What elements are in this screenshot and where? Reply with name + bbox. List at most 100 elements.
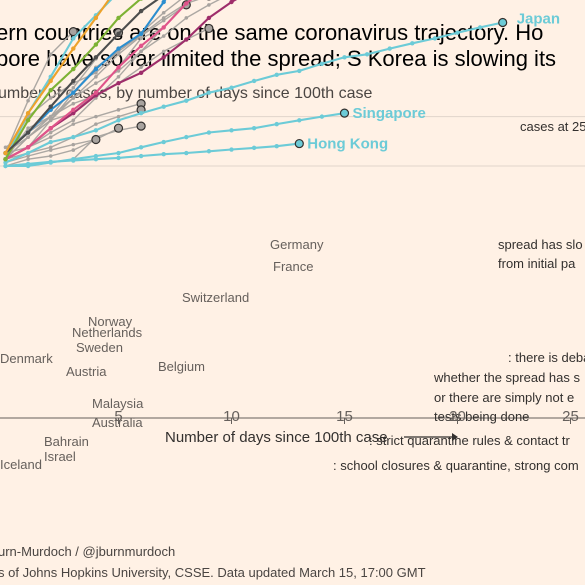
data-point-israel-2 (48, 154, 53, 158)
data-point-singapore-8 (184, 134, 189, 140)
data-point-uk-3 (71, 110, 76, 116)
data-point-us-3 (71, 107, 76, 113)
end-marker-belgium (204, 23, 214, 34)
data-point-denmark-1 (26, 98, 30, 103)
data-point-japan-4 (93, 128, 99, 133)
data-point-japan-5 (116, 118, 121, 123)
data-point-singapore-13 (297, 118, 302, 123)
data-point-germany-5 (116, 74, 121, 79)
data-point-italy-5 (116, 31, 121, 36)
data-point-austria-1 (26, 135, 30, 139)
data-point-switzerland-2 (48, 96, 53, 100)
end-marker-bahrain (136, 121, 146, 131)
data-point-austria-2 (48, 114, 53, 119)
data-point-israel-3 (71, 148, 76, 152)
grey-label-israel: Israel (44, 449, 76, 464)
data-point-uk-9 (206, 15, 212, 21)
data-point-japan-13 (297, 68, 302, 74)
grey-label-australia: Australia (92, 415, 143, 430)
data-point-germany-3 (71, 118, 76, 123)
data-point-sweden-5 (116, 52, 121, 57)
data-point-malaysia-5 (116, 108, 121, 112)
data-point-japan-21 (477, 25, 483, 30)
data-point-japan-8 (184, 98, 189, 103)
data-point-australia-4 (94, 122, 98, 126)
data-point-japan-15 (342, 55, 347, 60)
grey-label-switzerland: Switzerland (182, 290, 249, 305)
grey-label-france: France (273, 259, 313, 274)
data-point-iran-3 (71, 66, 76, 72)
series-line-spain (4, 0, 167, 155)
data-point-singapore-10 (229, 128, 234, 133)
end-marker-singapore (339, 108, 350, 118)
data-point-iceland-2 (48, 148, 53, 152)
data-point-italy-2 (48, 104, 53, 109)
data-point-netherlands-8 (184, 16, 189, 20)
data-point-singapore-2 (48, 160, 53, 165)
grey-label-netherlands: Netherlands (72, 325, 143, 340)
data-point-iran-6 (139, 0, 143, 1)
data-point-belgium-3 (71, 101, 76, 106)
data-point-s-korea-3 (71, 36, 76, 41)
data-point-spain-5 (116, 46, 121, 51)
data-point-australia-5 (116, 114, 121, 119)
data-point-belgium-1 (26, 126, 30, 131)
grey-label-austria: Austria (66, 364, 107, 379)
x-tick-label-25: 25 (562, 408, 579, 425)
footer-source: s of Johns Hopkins University, CSSE. Dat… (0, 565, 426, 580)
data-point-malaysia-2 (48, 135, 53, 139)
x-axis-arrow-head (452, 433, 458, 441)
data-point-singapore-3 (71, 157, 76, 162)
data-point-hong-kong-6 (138, 153, 144, 159)
data-point-netherlands-6 (139, 49, 143, 54)
data-point-china-0 (3, 150, 8, 156)
data-point-singapore-4 (93, 153, 99, 159)
data-point-japan-18 (410, 41, 415, 46)
data-point-uk-10 (229, 0, 234, 5)
x-tick-label-10: 10 (223, 408, 240, 425)
data-point-iran-4 (93, 42, 99, 47)
data-point-japan-1 (25, 150, 31, 156)
japan-note-line-2: whether the spread has s (433, 370, 580, 385)
grey-label-norway: Norway (88, 314, 133, 329)
japan-note-line-1: : there is deba (508, 350, 585, 365)
data-point-us-2 (48, 126, 53, 131)
data-point-hong-kong-7 (161, 152, 166, 157)
data-point-iran-0 (3, 157, 8, 162)
data-point-hong-kong-9 (206, 149, 212, 154)
japan-note-line-3: or there are simply not e (434, 390, 574, 405)
data-point-singapore-5 (116, 150, 121, 156)
data-point-spain-4 (93, 66, 99, 72)
data-point-japan-7 (161, 104, 166, 109)
data-point-japan-9 (206, 90, 212, 95)
data-point-singapore-7 (161, 139, 166, 145)
data-point-hong-kong-8 (184, 150, 189, 156)
end-marker-japan (498, 17, 508, 28)
data-point-italy-4 (93, 55, 99, 60)
data-point-japan-2 (48, 139, 53, 145)
series-line-iran (4, 0, 141, 161)
hong-kong-note: : school closures & quarantine, strong c… (333, 458, 579, 473)
data-point-singapore-1 (25, 163, 31, 169)
data-point-hong-kong-12 (274, 144, 279, 149)
end-marker-denmark (68, 26, 78, 37)
grey-label-sweden: Sweden (76, 340, 123, 355)
data-point-japan-10 (229, 85, 234, 90)
data-point-belgium-6 (139, 65, 143, 70)
series-label-hong-kong: Hong Kong (307, 136, 388, 153)
series-label-singapore: Singapore (353, 105, 426, 122)
data-point-uk-5 (116, 80, 121, 86)
data-point-netherlands-5 (116, 69, 121, 73)
data-point-singapore-12 (274, 121, 279, 127)
data-point-japan-17 (387, 46, 392, 51)
grey-label-germany: Germany (270, 237, 324, 252)
data-point-japan-12 (274, 72, 279, 77)
data-point-hong-kong-11 (251, 145, 257, 151)
data-point-us-4 (93, 90, 99, 95)
data-point-italy-1 (25, 130, 31, 135)
data-point-china-1 (25, 110, 31, 116)
data-point-us-7 (161, 25, 166, 30)
data-point-sweden-3 (71, 96, 76, 100)
data-point-iceland-3 (71, 142, 76, 147)
